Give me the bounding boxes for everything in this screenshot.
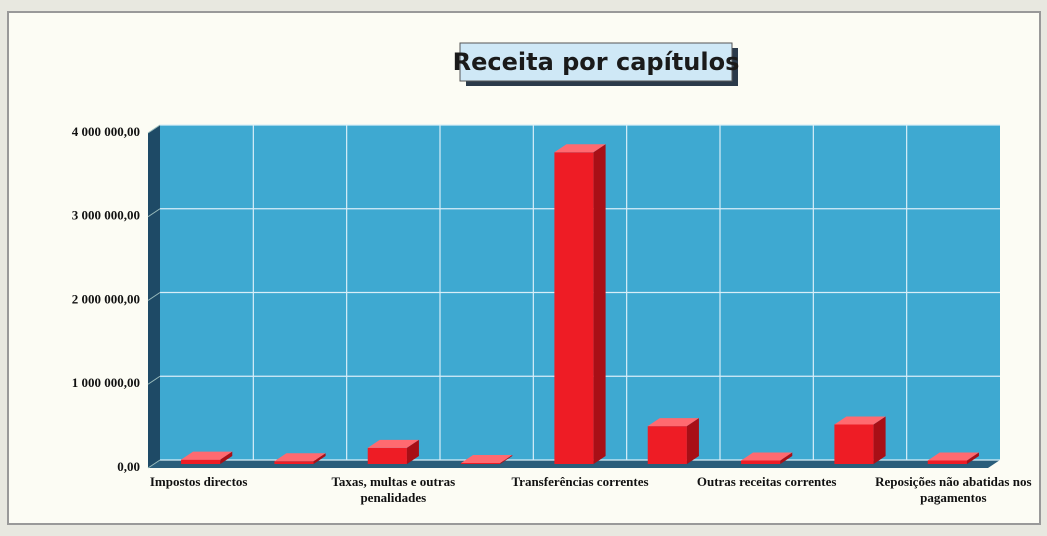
title-box xyxy=(459,42,733,82)
grid-line-side xyxy=(147,208,161,218)
chart-title: Receita por capítulos xyxy=(453,48,740,76)
bar-side xyxy=(780,452,793,464)
bar-side xyxy=(500,454,513,464)
y-tick-label: 0,00 xyxy=(117,459,140,474)
bar-top xyxy=(274,453,326,462)
grid-line-side xyxy=(147,292,161,301)
grid-line-side xyxy=(147,375,161,385)
bar-side xyxy=(873,416,886,464)
bar-top xyxy=(834,416,886,425)
bar xyxy=(927,452,979,464)
bar-side xyxy=(593,144,606,464)
bar xyxy=(834,416,886,464)
x-tick-label: Outras receitas correntes xyxy=(696,474,837,489)
bar xyxy=(461,454,513,464)
bar-side xyxy=(406,439,419,464)
bar xyxy=(181,451,233,464)
x-tick-label: Reposições não abatidas nos pagamentos xyxy=(875,474,1032,505)
bar-side xyxy=(220,451,233,464)
grid-line xyxy=(147,124,1000,134)
bar-top xyxy=(647,418,699,427)
bar-side xyxy=(313,453,326,464)
bar xyxy=(554,144,606,464)
y-tick-label: 2 000 000,00 xyxy=(72,291,140,306)
bar-front xyxy=(274,461,314,464)
bar-front xyxy=(461,462,501,464)
bar-top xyxy=(741,452,793,461)
bar-top xyxy=(554,144,606,153)
y-tick-label: 4 000 000,00 xyxy=(72,124,140,139)
bar xyxy=(274,453,326,464)
grid-line-side xyxy=(147,459,161,469)
bar xyxy=(367,439,419,464)
x-tick-label: Taxas, multas e outras penalidades xyxy=(331,474,456,505)
x-tick-label: Transferências correntes xyxy=(511,474,649,489)
bar-front xyxy=(927,460,967,464)
bar-front xyxy=(367,447,407,464)
bar-front xyxy=(554,152,594,464)
bar xyxy=(647,418,699,464)
bar-top xyxy=(367,439,419,448)
bar xyxy=(741,452,793,464)
x-tick-label: Impostos directos xyxy=(149,474,248,489)
grid-line-side xyxy=(147,124,161,134)
bar-side xyxy=(686,418,699,464)
bar-front xyxy=(834,424,874,464)
bar-top xyxy=(181,451,233,460)
bar-side xyxy=(966,452,979,464)
bar-top xyxy=(461,454,513,463)
y-tick-label: 3 000 000,00 xyxy=(72,208,140,223)
bar-front xyxy=(647,426,687,464)
bar-front xyxy=(741,460,781,464)
bar-front xyxy=(181,459,221,464)
bar-top xyxy=(927,452,979,461)
y-tick-label: 1 000 000,00 xyxy=(72,375,140,390)
